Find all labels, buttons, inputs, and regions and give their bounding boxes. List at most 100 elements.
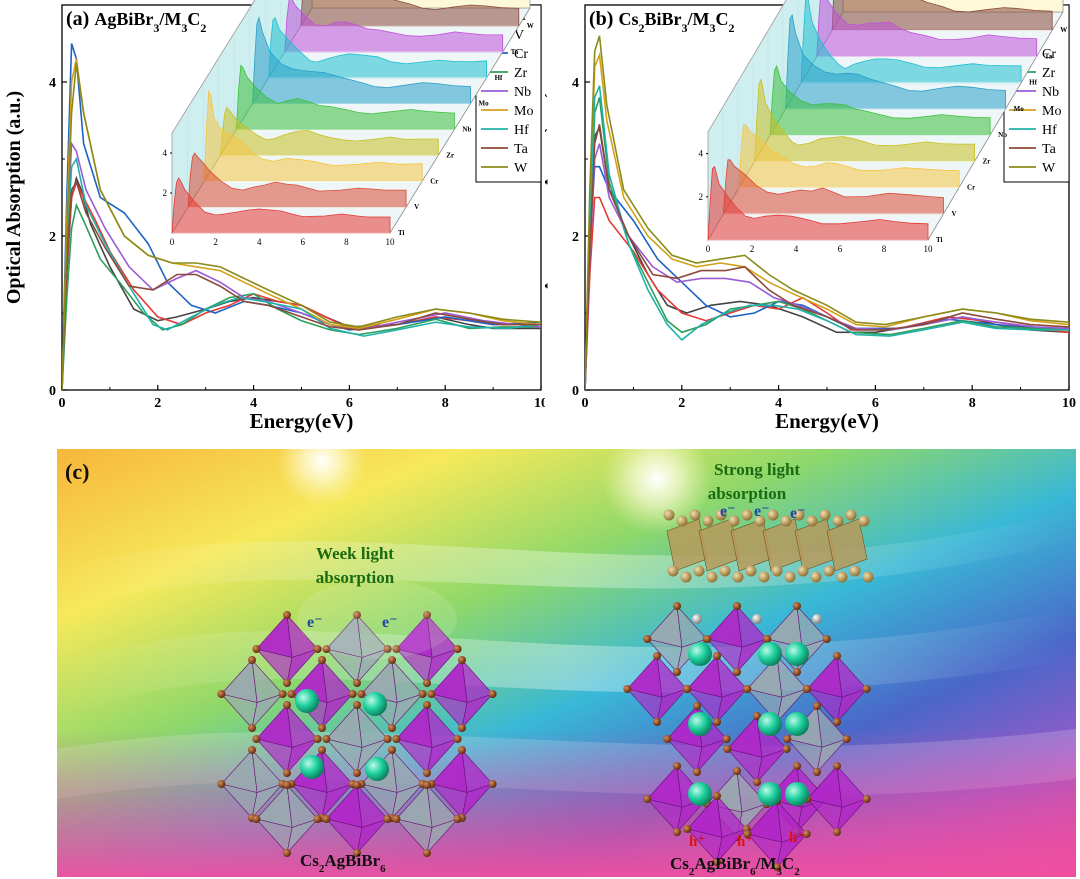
br-atom (643, 635, 652, 643)
br-atom (673, 828, 681, 836)
inset-x-tick: 10 (924, 244, 934, 254)
br-atom (283, 679, 291, 687)
ag-octahedron-face (391, 693, 424, 730)
sun-flare (277, 449, 367, 506)
inset-3d-plot: 0 2 4 6 8 10 2 4 Ti V Cr Zr Nb Mo Hf Ta W (163, 0, 534, 247)
br-atom (683, 825, 692, 833)
ag-octahedron-face (391, 783, 424, 820)
bi-octahedron-face (426, 648, 459, 685)
inset-slice-v (187, 152, 407, 208)
title-part: 3 (681, 21, 687, 35)
ag-octahedron-face (816, 738, 848, 774)
series-line-hf (62, 156, 541, 390)
panel-a: 0 2 4 6 8 10 0 2 4 Energy(eV) Optical Absorption (… (0, 0, 548, 440)
ag-octahedron-face (286, 818, 319, 855)
inset-slice-v (723, 159, 944, 215)
br-atom (388, 746, 396, 754)
bi-octahedron-face (426, 738, 459, 775)
panel-title: (b) Cs2BiBr3/M3C2 (589, 8, 734, 35)
title-part: 2 (638, 21, 644, 35)
cs-atom (785, 782, 809, 806)
cs-atom (758, 712, 782, 736)
y-tick-label: 4 (572, 76, 579, 91)
inset-depth-label: Ti (398, 229, 405, 237)
br-atom (733, 668, 741, 676)
right-structure-label: Cs2AgBiBr6/M3C2 (670, 854, 800, 877)
series-line-w (585, 35, 1069, 390)
glow (297, 579, 457, 659)
title-part: BiBr (644, 9, 681, 29)
bi-octahedron-face (756, 748, 788, 784)
title-part: /M (158, 9, 181, 29)
bi-octahedron-face (836, 798, 868, 834)
br-atom (313, 815, 322, 823)
ag-octahedron-face (251, 693, 284, 730)
br-atom (783, 735, 792, 743)
inset-depth-label: W (1060, 26, 1067, 34)
x-tick-label: 4 (250, 396, 257, 411)
x-tick-label: 2 (678, 396, 685, 411)
br-atom (802, 830, 811, 838)
br-atom (653, 718, 661, 726)
br-atom (693, 702, 701, 710)
ag-atom (752, 614, 762, 624)
inset-slice-hf (268, 17, 487, 79)
m-atom (862, 571, 874, 583)
br-atom (348, 690, 357, 698)
m-atom (702, 515, 714, 527)
br-atom (353, 781, 361, 789)
br-atom (833, 652, 841, 660)
bi-octahedron-face (716, 688, 748, 724)
inset-depth-label: Cr (967, 184, 975, 192)
ag-octahedron-face (426, 818, 459, 855)
electron-label: e⁻ (382, 614, 398, 631)
br-atom (643, 795, 652, 803)
br-atom (713, 718, 721, 726)
m-atom (797, 565, 809, 577)
br-atom (248, 656, 256, 664)
legend-label: Ta (514, 142, 529, 157)
bi-octahedron-face (656, 688, 688, 724)
br-atom (248, 746, 256, 754)
br-atom (713, 792, 721, 800)
m-atom (767, 509, 779, 521)
br-atom (833, 718, 841, 726)
m-atom (793, 509, 805, 521)
x-axis-label: Energy(eV) (775, 409, 879, 433)
legend-label: W (1042, 161, 1056, 176)
title-part: AgBiBr (94, 9, 153, 29)
inset-depth-label: Nb (462, 126, 471, 134)
sun-flare (602, 449, 712, 534)
br-atom (392, 815, 401, 823)
inset-3d-plot: 0 2 4 6 8 10 2 4 Ti V Cr Zr Nb Mo Hf Ta W (699, 0, 1067, 254)
m-atom (754, 515, 766, 527)
cs-atom (688, 782, 712, 806)
series-line-v (585, 196, 1069, 390)
bi-octahedron-face (321, 693, 354, 730)
br-atom (782, 745, 791, 753)
br-atom (833, 828, 841, 836)
m-atom (819, 509, 831, 521)
br-atom (653, 652, 661, 660)
inset-x-tick: 6 (301, 237, 306, 247)
cs-atom (363, 692, 387, 716)
title-part: 2 (200, 21, 206, 35)
x-tick-label: 6 (346, 396, 353, 411)
panel-letter: (a) (66, 8, 94, 30)
m-atom (732, 571, 744, 583)
br-atom (318, 656, 326, 664)
br-atom (733, 767, 741, 775)
y-tick-label: 0 (49, 384, 56, 399)
br-atom (217, 780, 226, 788)
inset-y-tick: 2 (699, 192, 704, 202)
bi-octahedron-face (836, 688, 868, 724)
cs-atom (758, 782, 782, 806)
br-atom (318, 724, 326, 732)
legend-label: Cr (514, 47, 528, 62)
electron-label: e⁻ (790, 505, 806, 522)
br-atom (793, 762, 801, 770)
br-atom (322, 735, 331, 743)
br-atom (252, 735, 261, 743)
br-atom (217, 690, 226, 698)
br-atom (763, 635, 772, 643)
